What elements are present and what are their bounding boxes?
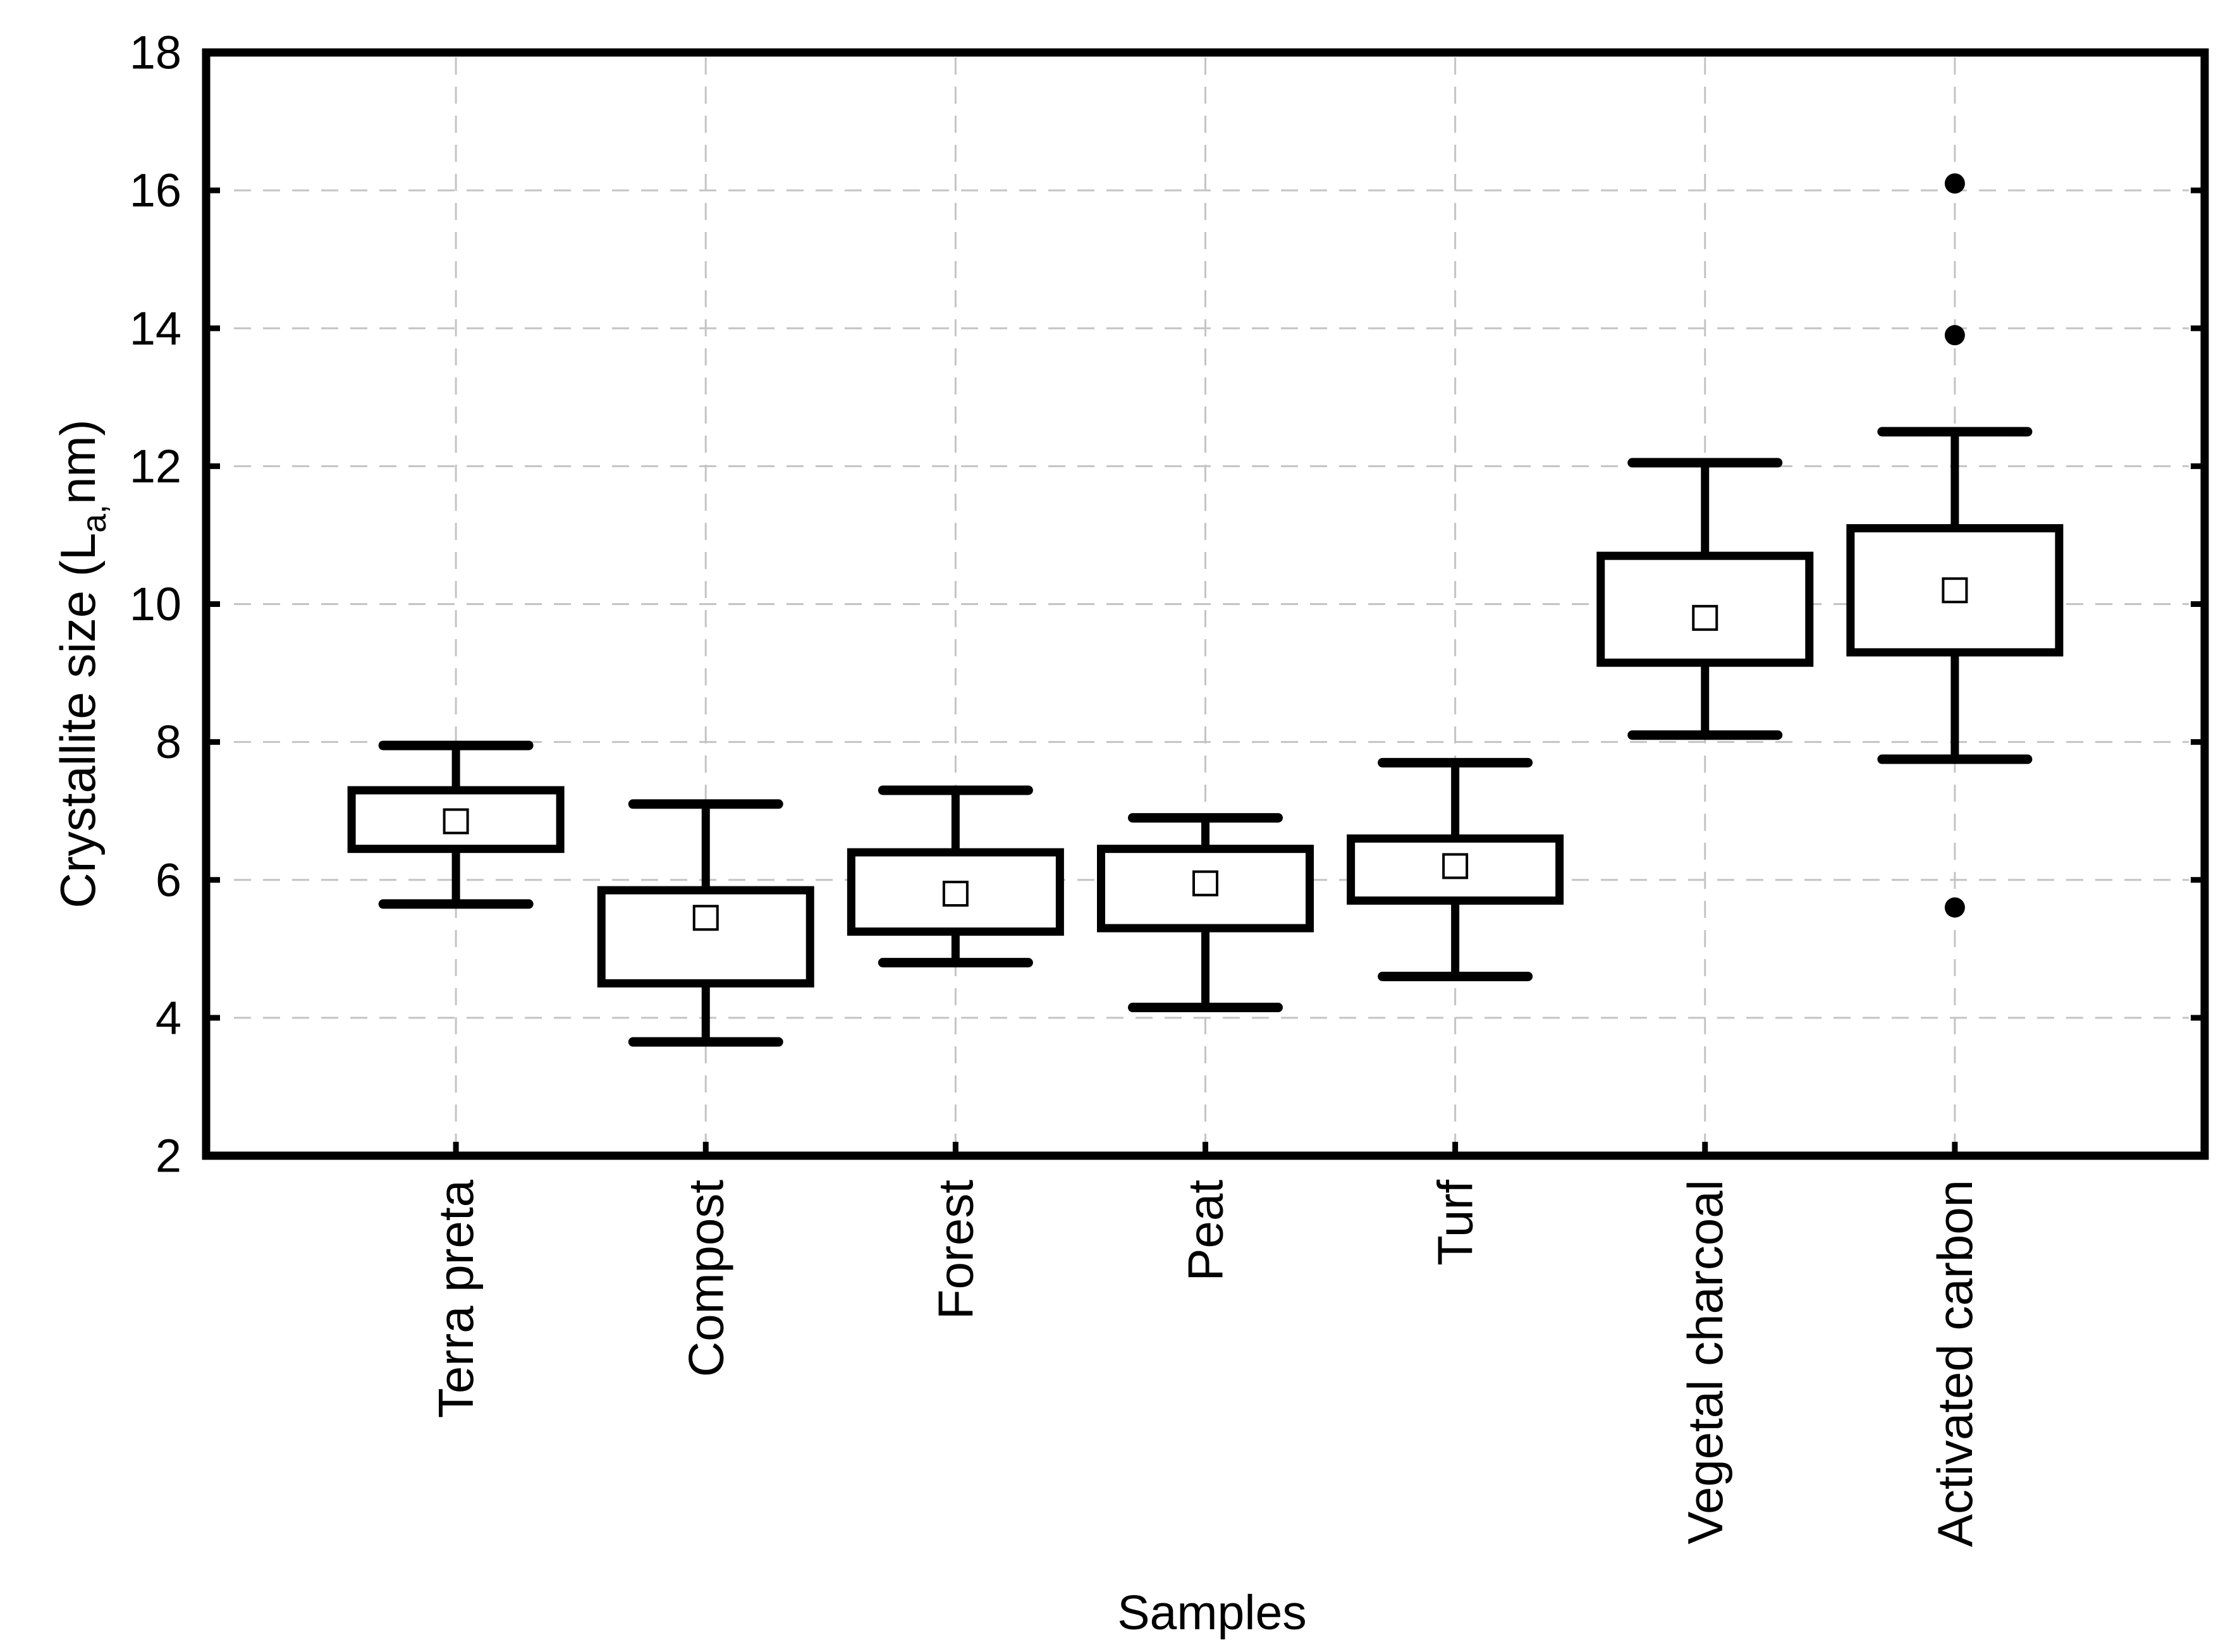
y-tick-label-12: 12 [130,440,181,493]
y-axis-title-suffix: nm) [50,419,106,504]
y-tick-label-2: 2 [156,1130,181,1182]
y-tick-label-16: 16 [130,164,181,217]
mean-marker [1692,604,1718,631]
box-plot-terra-preta [347,740,565,909]
y-tick-labels: 2 4 6 8 10 12 14 16 18 [130,27,181,1182]
x-category-label-activated-carbon: Activated carbon [1927,1180,1983,1547]
x-category-label-vegetal-charcoal: Vegetal charcoal [1677,1180,1733,1545]
x-category-labels: Terra preta Compost Forest Peat Turf Vegetal … [428,1179,1983,1547]
box-plot-vegetal-charcoal [1596,458,1814,740]
box-rect [597,886,814,988]
y-tick-label-14: 14 [130,302,181,355]
x-axis-title: Samples [1117,1586,1307,1640]
box-plot-activated-carbon [1846,173,2064,918]
outlier-point-1 [1944,173,1965,194]
x-category-label-terra-preta: Terra preta [428,1179,484,1418]
x-category-label-forest: Forest [928,1180,983,1319]
axis-ticks [206,187,2205,1156]
y-axis-title-subscript: a, [75,505,113,533]
box-series [347,173,2064,1047]
mean-marker [1192,870,1218,896]
y-tick-label-6: 6 [156,854,181,906]
box-plot-turf [1347,757,1564,981]
y-axis-title-prefix: Crystallite size (L [50,533,106,909]
mean-marker [692,905,719,931]
x-category-label-turf: Turf [1428,1180,1483,1266]
horizontal-gridlines [234,189,2189,1019]
y-tick-label-4: 4 [156,991,181,1044]
x-category-label-compost: Compost [678,1180,733,1377]
box-plot-peat [1097,813,1314,1013]
mean-marker [1942,577,1968,604]
mean-marker [1442,853,1469,879]
box-plot-forest [847,785,1064,968]
box-plot-compost [597,799,814,1047]
outlier-point-3 [1944,897,1965,918]
mean-marker [942,881,969,907]
y-tick-label-8: 8 [156,716,181,768]
mean-marker [443,808,469,835]
outlier-point-2 [1944,325,1965,346]
y-tick-label-18: 18 [130,27,181,79]
y-tick-label-10: 10 [130,578,181,630]
y-axis-title: Crystallite size (La,nm) [50,419,113,908]
x-category-label-peat: Peat [1178,1180,1234,1282]
